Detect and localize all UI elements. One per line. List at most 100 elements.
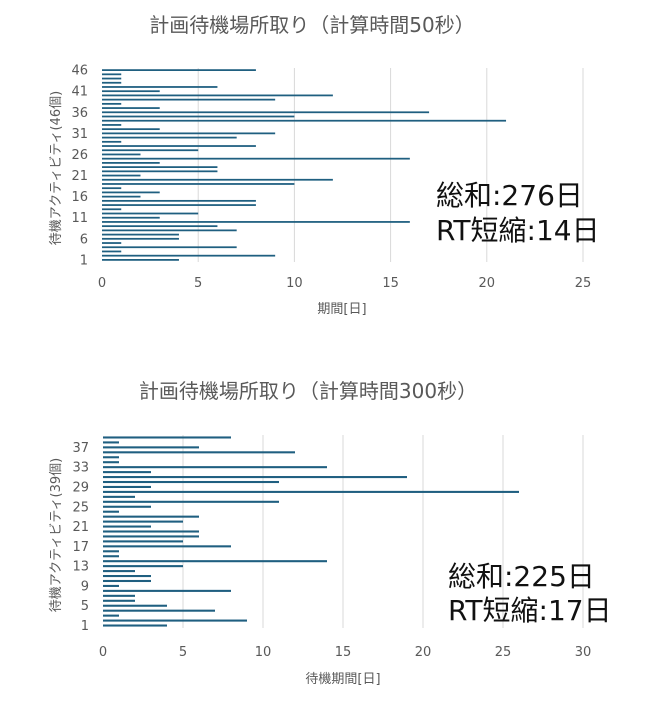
bar [102, 90, 160, 93]
bar [102, 242, 122, 244]
x-tick-label: 0 [99, 645, 107, 660]
bar [103, 594, 135, 597]
y-tick-label: 17 [72, 540, 89, 555]
bar [102, 216, 160, 219]
bar [102, 132, 276, 135]
bar [102, 246, 237, 249]
bar [103, 560, 327, 563]
x-tick-label: 15 [335, 645, 352, 660]
y-tick-label: 36 [71, 106, 88, 121]
x-tick-label: 10 [286, 276, 303, 291]
rt-reduction-annotation: RT短縮:17日 [448, 594, 612, 627]
bar [103, 609, 215, 612]
bar [103, 446, 199, 449]
y-tick-label: 16 [71, 190, 88, 205]
y-tick-label: 25 [72, 500, 89, 515]
y-tick-label: 9 [81, 579, 89, 594]
bar [102, 69, 256, 71]
y-tick-label: 46 [71, 64, 88, 79]
x-axis-label: 待機期間[日] [305, 672, 380, 687]
bar [103, 579, 151, 583]
bar [102, 174, 141, 177]
bar [102, 195, 141, 198]
bar [103, 589, 231, 592]
bar [103, 466, 327, 469]
bar [102, 178, 333, 181]
bar [102, 170, 218, 173]
bar [102, 183, 295, 185]
y-tick-label: 26 [71, 148, 88, 163]
y-tick-label: 5 [81, 599, 89, 614]
sum-annotation: 総和:225日 [448, 560, 595, 593]
bar [103, 545, 231, 548]
y-axis-label: 待機アクティビティ(46個) [49, 91, 64, 245]
y-tick-label: 1 [81, 619, 89, 634]
bar [102, 166, 218, 168]
bar [102, 145, 256, 147]
bar [102, 94, 333, 97]
y-tick-label: 29 [72, 480, 89, 495]
bar [102, 259, 179, 261]
bar [102, 250, 122, 253]
bar [102, 128, 160, 131]
bar [102, 157, 410, 160]
chart-title: 計画待機場所取り（計算時間50秒） [149, 13, 474, 37]
bar [102, 115, 295, 118]
bar [102, 77, 122, 80]
bar [103, 461, 119, 464]
bar [102, 124, 122, 126]
bar [102, 191, 160, 194]
bar [102, 254, 276, 257]
bar [102, 98, 276, 101]
bar [103, 515, 199, 518]
bar [102, 237, 179, 240]
x-tick-label: 25 [575, 276, 592, 291]
bar [102, 153, 141, 156]
y-tick-label: 37 [72, 441, 89, 456]
bar [103, 604, 167, 607]
x-tick-label: 15 [382, 276, 399, 291]
y-tick-label: 21 [72, 520, 89, 535]
bar [103, 490, 519, 493]
x-tick-label: 0 [98, 276, 106, 291]
bar [102, 136, 237, 139]
y-tick-label: 33 [72, 461, 89, 476]
x-tick-label: 20 [479, 276, 496, 291]
x-tick-label: 20 [415, 645, 432, 660]
bar [103, 500, 279, 503]
bar [102, 225, 218, 228]
sum-annotation: 総和:276日 [436, 179, 583, 212]
bar [103, 441, 119, 444]
bar [103, 485, 151, 489]
bar [103, 555, 119, 558]
y-tick-label: 6 [80, 232, 88, 247]
bar [103, 456, 119, 459]
x-tick-label: 5 [179, 645, 187, 660]
bar [103, 570, 135, 573]
x-tick-label: 5 [194, 276, 202, 291]
bar [102, 140, 122, 143]
bar [103, 476, 407, 479]
bar [103, 584, 119, 587]
bar [102, 212, 199, 215]
bar [103, 624, 167, 627]
bar [102, 111, 430, 114]
bar [103, 436, 231, 439]
rt-reduction-annotation: RT短縮:14日 [436, 214, 600, 247]
bar [102, 73, 122, 76]
chart-title: 計画待機場所取り（計算時間300秒） [139, 379, 477, 403]
bar [103, 505, 151, 508]
bar [102, 233, 179, 236]
x-axis-label: 期間[日] [317, 302, 366, 317]
y-tick-label: 11 [71, 211, 88, 226]
bar [102, 221, 410, 223]
x-tick-label: 25 [495, 645, 512, 660]
y-tick-label: 31 [71, 127, 88, 142]
bar [102, 149, 199, 152]
bar [103, 574, 151, 578]
bar [102, 107, 160, 109]
